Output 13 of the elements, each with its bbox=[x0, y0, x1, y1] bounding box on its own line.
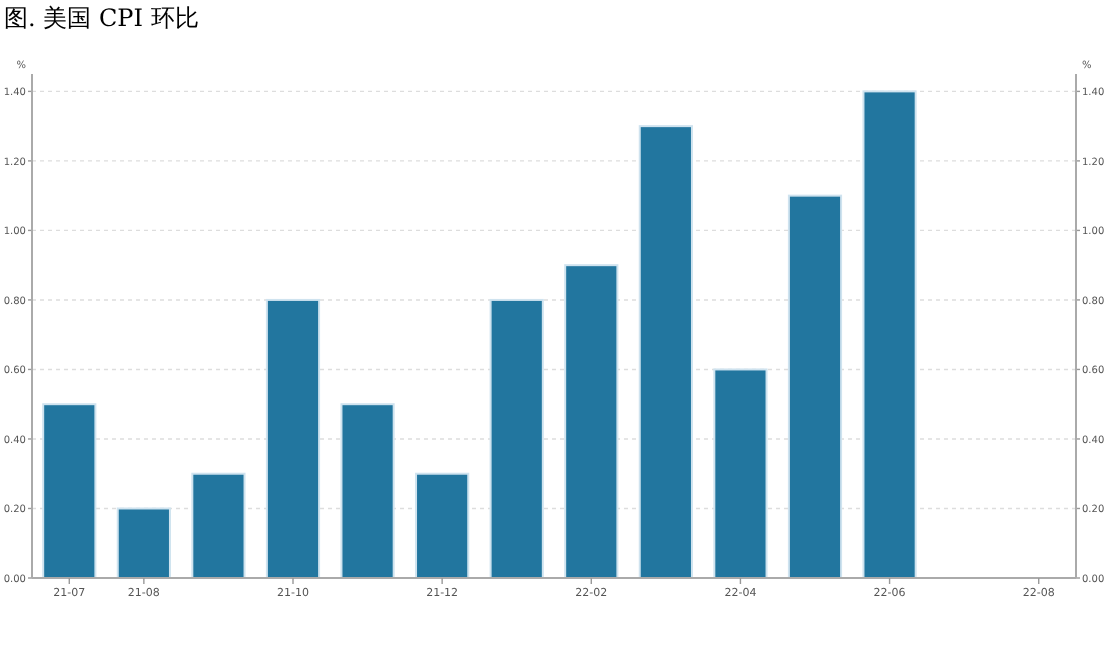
bar bbox=[116, 507, 171, 579]
chart-title: 图. 美国 CPI 环比 bbox=[4, 4, 199, 32]
bar bbox=[862, 90, 917, 579]
bar bbox=[489, 298, 544, 579]
bar bbox=[638, 125, 693, 579]
bar bbox=[415, 472, 470, 579]
bar bbox=[787, 194, 843, 579]
bar bbox=[340, 403, 395, 579]
bar bbox=[713, 368, 768, 579]
bar bbox=[42, 403, 97, 579]
bar bbox=[191, 472, 246, 579]
bar bbox=[564, 264, 619, 579]
bar bbox=[265, 298, 321, 579]
